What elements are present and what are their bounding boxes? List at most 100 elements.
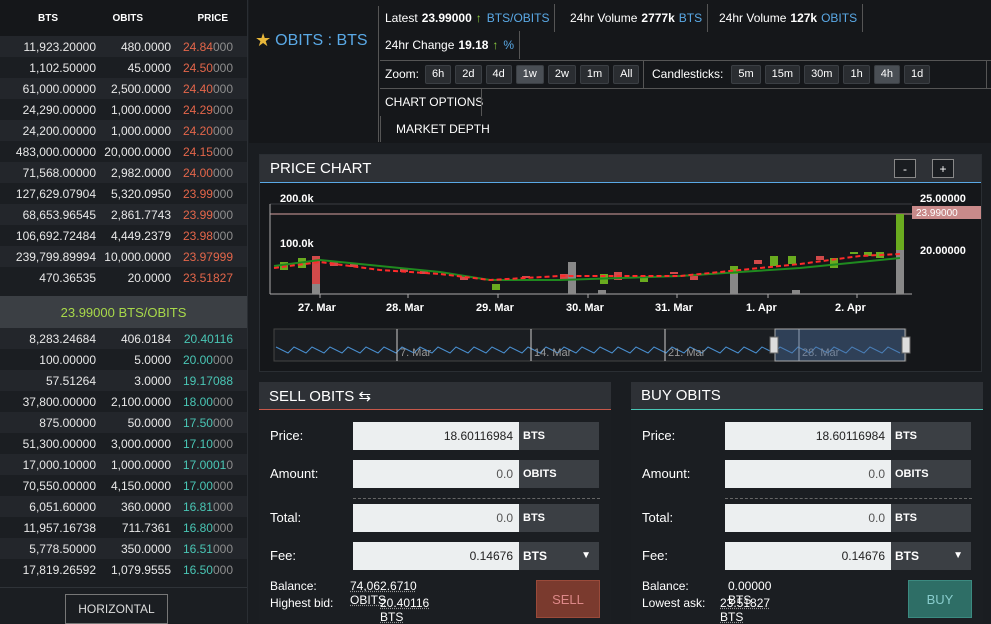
obits-amount: 1,079.9555 (96, 563, 171, 577)
bids-row[interactable]: 8,283.24684 406.0184 20.40116 (0, 328, 247, 349)
asks-row[interactable]: 1,102.50000 45.0000 24.50000 (0, 57, 247, 78)
buy-lowest-ask: Lowest ask: 23.51827 BTS (642, 596, 705, 610)
bids-row[interactable]: 51,300.00000 3,000.0000 17.10000 (0, 433, 247, 454)
asks-row[interactable]: 127,629.07904 5,320.0950 23.99000 (0, 183, 247, 204)
bts-amount: 470.36535 (0, 271, 96, 285)
bids-row[interactable]: 100.00000 5.0000 20.00000 (0, 349, 247, 370)
candle-button-15m[interactable]: 15m (765, 65, 800, 84)
divider (380, 116, 381, 142)
sell-balance: Balance: 74,062.6710 OBITS (270, 579, 317, 593)
fee-asset-value: BTS (895, 549, 919, 563)
header-price[interactable]: PRICE (143, 13, 228, 24)
buy-fee-row: Fee: 0.14676 BTS ▼ (631, 542, 983, 570)
zoom-out-button[interactable]: - (894, 159, 916, 178)
buy-total-input[interactable]: 0.0 (725, 504, 891, 532)
horizontal-button[interactable]: HORIZONTAL (65, 594, 168, 624)
chevron-down-icon: ▼ (581, 542, 591, 570)
price-chart-panel: PRICE CHART - + 200.0k 100.0k 25.00000 2… (259, 154, 982, 372)
candlestick-label: Candlesticks: (652, 67, 723, 81)
zoom-button-1m[interactable]: 1m (580, 65, 609, 84)
candle-button-1d[interactable]: 1d (904, 65, 930, 84)
volume-bar (598, 290, 606, 294)
price-significant: 20.40116 (184, 332, 233, 346)
price-value: 17.00000 (171, 479, 233, 493)
divider (481, 88, 482, 116)
sell-total-input[interactable]: 0.0 (353, 504, 519, 532)
bts-amount: 17,000.10000 (0, 458, 96, 472)
candle-button-4h[interactable]: 4h (874, 65, 900, 84)
buy-button[interactable]: BUY (908, 580, 972, 618)
price-significant: 18.00 (183, 395, 213, 409)
zoom-button-2d[interactable]: 2d (455, 65, 481, 84)
price-trailing: 000 (213, 500, 233, 514)
buy-title: BUY OBITS (631, 382, 983, 410)
fee-asset-select[interactable]: BTS ▼ (519, 542, 599, 570)
bids-row[interactable]: 57.51264 3.0000 19.17088 (0, 370, 247, 391)
candle-button-30m[interactable]: 30m (804, 65, 839, 84)
buy-fee-input[interactable]: 0.14676 (725, 542, 891, 570)
zoom-button-All[interactable]: All (613, 65, 639, 84)
bids-row[interactable]: 17,000.10000 1,000.0000 17.00010 (0, 454, 247, 475)
sell-button[interactable]: SELL (536, 580, 600, 618)
asks-row[interactable]: 470.36535 20.0000 23.51827 (0, 267, 247, 288)
asks-row[interactable]: 68,653.96545 2,861.7743 23.99000 (0, 204, 247, 225)
asks-row[interactable]: 239,799.89994 10,000.0000 23.97999 (0, 246, 247, 267)
chart-options-tab[interactable]: CHART OPTIONS (385, 88, 483, 116)
asks-row[interactable]: 61,000.00000 2,500.0000 24.40000 (0, 78, 247, 99)
fee-asset-select[interactable]: BTS ▼ (891, 542, 971, 570)
bids-row[interactable]: 70,550.00000 4,150.0000 17.00000 (0, 475, 247, 496)
header-bts[interactable]: BTS (0, 13, 58, 24)
bids-row[interactable]: 37,800.00000 2,100.0000 18.00000 (0, 391, 247, 412)
bids-row[interactable]: 17,819.26592 1,079.9555 16.50000 (0, 559, 247, 580)
asks-row[interactable]: 483,000.00000 20,000.0000 24.15000 (0, 141, 247, 162)
bts-amount: 1,102.50000 (0, 61, 96, 75)
volume-obits-stat: 24hr Volume 127k OBITS (714, 4, 863, 32)
price-chart-canvas[interactable]: 200.0k 100.0k 25.00000 20.00000 23.99000… (260, 184, 981, 372)
buy-price-input[interactable]: 18.60116984 (725, 422, 891, 450)
market-title[interactable]: ★ OBITS : BTS (255, 30, 368, 51)
candle-button-5m[interactable]: 5m (731, 65, 760, 84)
sell-amount-input[interactable]: 0.0 (353, 460, 519, 488)
zoom-button-2w[interactable]: 2w (548, 65, 576, 84)
star-icon[interactable]: ★ (255, 30, 271, 51)
bts-amount: 70,550.00000 (0, 479, 96, 493)
lowest-ask-value[interactable]: 23.51827 BTS (720, 596, 770, 624)
x-axis-label: 30. Mar (566, 302, 605, 314)
navigator-window[interactable] (775, 329, 905, 361)
bts-amount: 8,283.24684 (0, 332, 96, 346)
asks-row[interactable]: 11,923.20000 480.0000 24.84000 (0, 36, 247, 57)
sell-price-input[interactable]: 18.60116984 (353, 422, 519, 450)
zoom-in-button[interactable]: + (932, 159, 954, 178)
navigator-handle-left[interactable] (770, 337, 778, 353)
volume-bar (312, 284, 320, 294)
sell-fee-input[interactable]: 0.14676 (353, 542, 519, 570)
market-depth-tab[interactable]: MARKET DEPTH (396, 115, 490, 143)
zoom-button-1w[interactable]: 1w (516, 65, 544, 84)
buy-amount-input[interactable]: 0.0 (725, 460, 891, 488)
asks-row[interactable]: 24,200.00000 1,000.0000 24.20000 (0, 120, 247, 141)
price-significant: 24.15 (183, 145, 213, 159)
price-significant: 24.84 (183, 40, 213, 54)
price-significant: 24.00 (183, 166, 213, 180)
bids-row[interactable]: 875.00000 50.0000 17.50000 (0, 412, 247, 433)
navigator-handle-right[interactable] (902, 337, 910, 353)
price-trailing: 000 (213, 395, 233, 409)
price-value: 23.97999 (171, 250, 233, 264)
bids-row[interactable]: 5,778.50000 350.0000 16.51000 (0, 538, 247, 559)
highest-bid-value[interactable]: 20.40116 BTS (380, 596, 429, 624)
bids-row[interactable]: 6,051.60000 360.0000 16.81000 (0, 496, 247, 517)
asks-row[interactable]: 24,290.00000 1,000.0000 24.29000 (0, 99, 247, 120)
zoom-button-4d[interactable]: 4d (486, 65, 512, 84)
bids-row[interactable]: 11,957.16738 711.7361 16.80000 (0, 517, 247, 538)
asks-row[interactable]: 71,568.00000 2,982.0000 24.00000 (0, 162, 247, 183)
header-obits[interactable]: OBITS (58, 13, 143, 24)
zoom-button-6h[interactable]: 6h (425, 65, 451, 84)
total-label: Total: (642, 510, 673, 525)
obits-amount: 1,000.0000 (96, 103, 171, 117)
change-unit: % (503, 38, 514, 52)
price-value: 16.80000 (171, 521, 233, 535)
price-significant: 23.99 (183, 187, 213, 201)
price-value: 24.20000 (171, 124, 233, 138)
asks-row[interactable]: 106,692.72484 4,449.2379 23.98000 (0, 225, 247, 246)
candle-button-1h[interactable]: 1h (843, 65, 869, 84)
